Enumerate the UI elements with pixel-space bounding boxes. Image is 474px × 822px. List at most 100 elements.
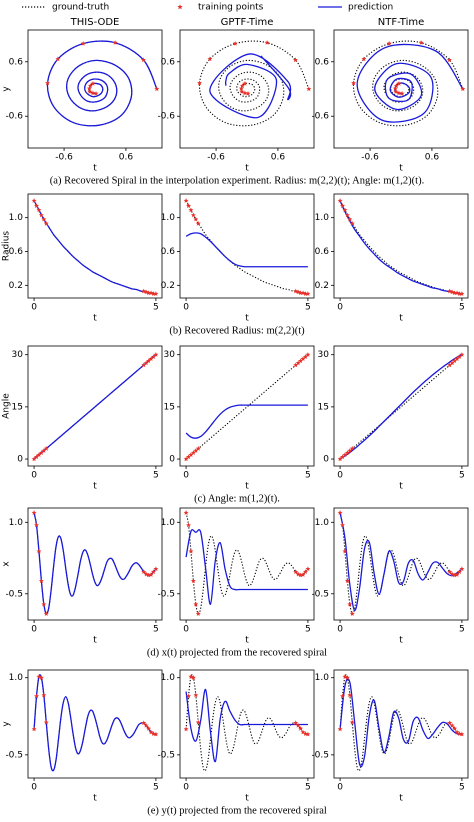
training-point bbox=[80, 41, 86, 46]
training-point bbox=[447, 569, 453, 574]
prediction-line bbox=[33, 354, 157, 460]
x-tick-label: 5 bbox=[305, 303, 311, 313]
training-point bbox=[305, 731, 311, 737]
x-axis-label: t bbox=[245, 164, 249, 174]
training-point bbox=[190, 675, 196, 680]
ground-truth-line bbox=[339, 674, 463, 772]
axes-frame bbox=[27, 669, 163, 779]
y-tick-label: 0 bbox=[17, 455, 23, 465]
y-tick-label: 0.6 bbox=[161, 247, 176, 257]
axes-frame bbox=[27, 345, 163, 467]
training-point bbox=[342, 548, 348, 554]
training-point bbox=[293, 569, 299, 574]
training-point bbox=[36, 207, 42, 213]
prediction-line bbox=[185, 232, 308, 268]
x-axis-label: t bbox=[399, 636, 403, 646]
training-point bbox=[193, 601, 199, 607]
x-tick-label: 5 bbox=[459, 303, 465, 313]
training-point bbox=[86, 85, 92, 91]
training-point bbox=[140, 57, 146, 63]
training-point bbox=[34, 522, 39, 528]
training-point bbox=[141, 720, 147, 726]
y-tick-label: 15 bbox=[164, 402, 175, 412]
training-point bbox=[337, 726, 343, 732]
training-point bbox=[396, 80, 402, 86]
y-tick-label: 0.2 bbox=[315, 281, 329, 291]
y-tick-label: -0.6 bbox=[311, 112, 329, 122]
training-point bbox=[340, 693, 345, 699]
ground-truth-line bbox=[339, 512, 463, 615]
training-point bbox=[186, 203, 191, 208]
x-tick-label: 0 bbox=[31, 783, 37, 793]
y-tick-label: 0 bbox=[323, 455, 329, 465]
prediction-line bbox=[185, 529, 308, 605]
y-tick-label: -0.5 bbox=[5, 750, 23, 760]
x-tick-label: 5 bbox=[153, 303, 159, 313]
training-point bbox=[293, 362, 299, 368]
y-tick-label: -0.6 bbox=[5, 112, 23, 122]
training-point bbox=[340, 522, 345, 528]
legend-label: ground-truth bbox=[52, 3, 109, 13]
training-point bbox=[242, 90, 248, 96]
x-tick-label: 5 bbox=[153, 783, 159, 793]
training-point bbox=[293, 720, 299, 726]
axes-frame bbox=[27, 29, 163, 149]
training-point bbox=[186, 522, 191, 528]
caption: (a) Recovered Spiral in the interpolatio… bbox=[50, 175, 424, 186]
training-point bbox=[337, 510, 343, 515]
axes-frame bbox=[27, 507, 163, 621]
training-point bbox=[188, 452, 194, 457]
x-axis-label: t bbox=[245, 314, 249, 324]
training-point bbox=[43, 611, 49, 616]
plot-area bbox=[183, 674, 311, 772]
training-point bbox=[452, 358, 458, 364]
x-tick-label: 5 bbox=[153, 625, 159, 635]
plot-area bbox=[45, 40, 160, 127]
x-tick-label: 0 bbox=[183, 783, 189, 793]
training-point bbox=[151, 569, 156, 574]
training-point bbox=[449, 360, 455, 366]
x-axis-label: t bbox=[399, 314, 403, 324]
x-axis-label: t bbox=[399, 482, 403, 492]
x-axis-label: t bbox=[245, 794, 249, 804]
training-point bbox=[361, 56, 367, 62]
training-point bbox=[41, 216, 47, 222]
training-point bbox=[245, 90, 251, 96]
training-point bbox=[151, 731, 156, 736]
prediction-line bbox=[339, 353, 463, 460]
training-point bbox=[195, 611, 201, 616]
training-point bbox=[446, 57, 452, 63]
axes-frame bbox=[179, 193, 315, 299]
y-tick-label: 1.0 bbox=[315, 213, 330, 223]
training-point bbox=[459, 291, 465, 296]
ground-truth-line bbox=[185, 512, 309, 615]
prediction-line bbox=[33, 674, 157, 772]
x-tick-label: 5 bbox=[153, 471, 159, 481]
training-point bbox=[300, 356, 306, 361]
training-point bbox=[306, 86, 312, 92]
x-tick-label: 5 bbox=[459, 625, 465, 635]
x-tick-label: 0.6 bbox=[425, 153, 440, 163]
ground-truth-line bbox=[33, 200, 157, 295]
x-tick-label: 0.6 bbox=[119, 153, 134, 163]
x-tick-label: 5 bbox=[459, 783, 465, 793]
training-point bbox=[43, 220, 49, 226]
training-point bbox=[298, 726, 304, 731]
x-tick-label: 0 bbox=[183, 303, 189, 313]
y-axis-label: Angle bbox=[2, 393, 12, 419]
y-tick-label: -0.5 bbox=[311, 589, 329, 599]
training-point bbox=[447, 720, 453, 726]
training-point bbox=[349, 446, 355, 451]
training-point bbox=[340, 454, 345, 460]
training-point bbox=[43, 446, 49, 451]
training-point bbox=[190, 212, 196, 218]
plot-area bbox=[31, 510, 159, 616]
x-tick-label: 0 bbox=[337, 783, 343, 793]
training-point bbox=[344, 675, 350, 680]
training-point bbox=[305, 352, 311, 357]
training-point bbox=[151, 354, 156, 359]
y-tick-label: 0.2 bbox=[9, 281, 23, 291]
axes-frame bbox=[179, 507, 315, 621]
subplot-title: GPTF-Time bbox=[221, 17, 274, 28]
axes-frame bbox=[179, 345, 315, 467]
